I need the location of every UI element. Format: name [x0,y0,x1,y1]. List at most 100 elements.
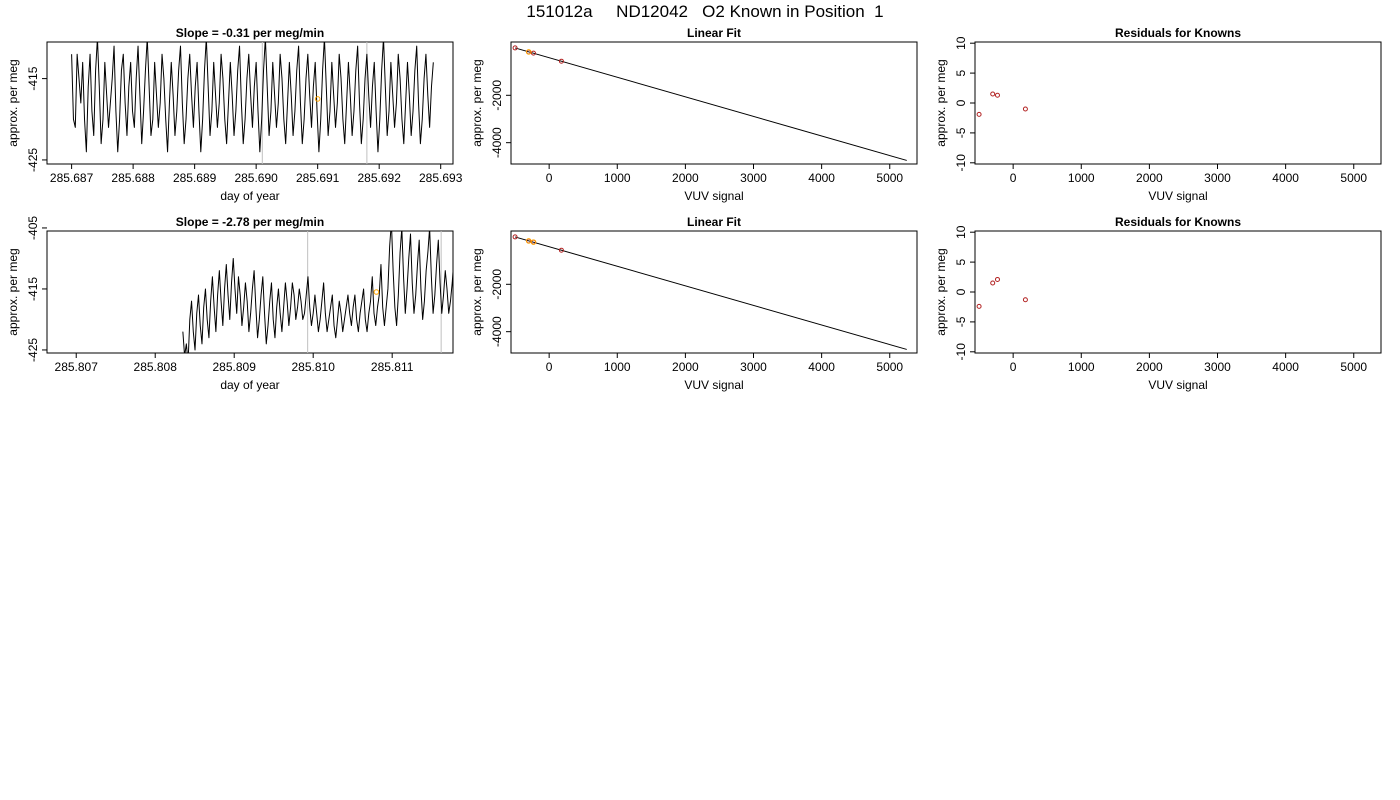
highlight-point [314,96,321,102]
y-tick-label: -405 [26,216,40,240]
y-axis: 10 5 0 -5 -10 [954,225,975,360]
x-tick-label: 285.811 [371,360,414,374]
x-tick-label: 2000 [672,360,699,374]
data-point [512,45,518,51]
y-axis: -405 -415 -425 [26,216,47,362]
x-tick-label: 5000 [1340,360,1367,374]
plot-frame [46,41,454,165]
y-tick-label: -4000 [490,127,504,158]
panel-title: Slope = -2.78 per meg/min [176,215,324,229]
data-point [558,247,564,253]
plot-area [182,231,453,353]
x-tick-label: 285.691 [296,171,340,185]
x-tick-label: 285.692 [357,171,401,185]
x-tick-label: 2000 [1136,360,1163,374]
highlight-point [525,49,532,55]
y-axis-label: approx. per meg [470,248,484,335]
x-axis-label: VUV signal [684,378,743,392]
panel-title: Linear Fit [687,26,741,40]
series-line [71,42,434,153]
plot-area [512,234,907,350]
y-tick-label: 10 [954,225,968,239]
data-point [994,92,1000,98]
plot-frame [510,41,918,165]
panel-title: Residuals for Knowns [1115,215,1241,229]
x-tick-label: 4000 [808,171,835,185]
plot-area [71,42,434,164]
highlight-point [530,239,537,245]
data-point [994,276,1000,282]
fit-line [514,236,907,350]
y-tick-label: -425 [26,338,40,362]
x-tick-label: 1000 [604,171,631,185]
data-point [990,280,996,286]
x-tick-label: 1000 [604,360,631,374]
x-axis: 0 1000 2000 3000 4000 5000 [546,164,903,185]
data-point [976,111,982,117]
panel-5: Linear Fit 0 1000 2000 3000 4000 5000 -2000 -400… [470,215,918,392]
plot-area [976,276,1028,309]
x-tick-label: 285.809 [213,360,257,374]
panel-title: Linear Fit [687,215,741,229]
y-axis: 10 5 0 -5 -10 [954,36,975,171]
x-tick-label: 4000 [808,360,835,374]
y-axis-label: approx. per meg [6,59,20,146]
y-tick-label: -425 [26,148,40,172]
x-tick-label: 3000 [1204,360,1231,374]
y-tick-label: 5 [954,69,968,76]
panel-title: Residuals for Knowns [1115,26,1241,40]
y-tick-label: -5 [954,316,968,327]
y-tick-label: -5 [954,127,968,138]
data-point [990,91,996,97]
data-point [1022,297,1028,303]
data-point [558,58,564,64]
x-axis-label: day of year [220,189,279,203]
x-tick-label: 5000 [876,171,903,185]
x-axis: 0 1000 2000 3000 4000 5000 [1010,164,1367,185]
figure-title: 151012a ND12042 O2 Known in Position 1 [526,2,883,21]
x-tick-label: 285.688 [111,171,155,185]
x-tick-label: 0 [1010,360,1017,374]
fit-line [514,47,907,161]
x-tick-label: 285.810 [291,360,335,374]
y-tick-label: -4000 [490,316,504,347]
x-axis: 0 1000 2000 3000 4000 5000 [546,353,903,374]
y-tick-label: -2000 [490,269,504,300]
x-axis: 285.807 285.808 285.809 285.810 285.811 [55,353,414,374]
x-tick-label: 3000 [1204,171,1231,185]
y-tick-label: -10 [954,343,968,361]
y-axis: -2000 -4000 [490,269,511,347]
plot-frame [46,230,454,354]
y-tick-label: -415 [26,277,40,301]
y-tick-label: 5 [954,258,968,265]
x-tick-label: 285.807 [55,360,99,374]
y-axis: -2000 -4000 [490,80,511,158]
x-axis-label: VUV signal [1148,189,1207,203]
plot-frame [510,230,918,354]
x-tick-label: 5000 [1340,171,1367,185]
y-tick-label: 10 [954,36,968,50]
data-point [512,234,518,240]
x-tick-label: 285.693 [419,171,463,185]
y-axis-label: approx. per meg [934,59,948,146]
panel-2: Linear Fit 0 1000 2000 3000 4000 5000 -2000 -400… [470,26,918,203]
x-tick-label: 4000 [1272,171,1299,185]
x-tick-label: 4000 [1272,360,1299,374]
x-tick-label: 285.690 [234,171,278,185]
highlight-point [373,289,380,295]
y-axis-label: approx. per meg [934,248,948,335]
series-line [182,231,453,353]
y-axis-label: approx. per meg [470,59,484,146]
x-tick-label: 3000 [740,360,767,374]
x-tick-label: 1000 [1068,171,1095,185]
y-tick-label: 0 [954,99,968,106]
panel-title: Slope = -0.31 per meg/min [176,26,324,40]
y-tick-label: 0 [954,288,968,295]
y-tick-label: -2000 [490,80,504,111]
x-axis-label: day of year [220,378,279,392]
